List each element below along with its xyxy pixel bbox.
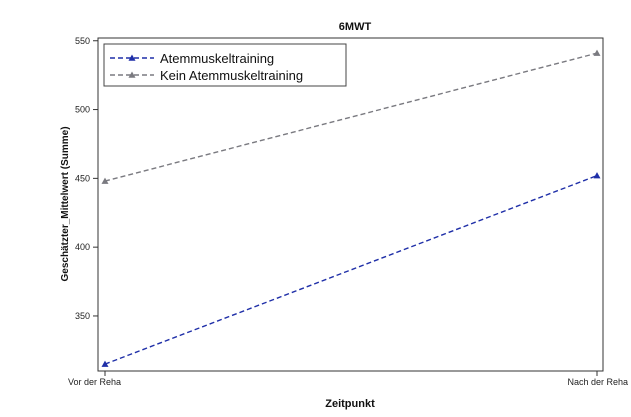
legend-marker bbox=[128, 71, 136, 78]
legend-frame bbox=[103, 43, 347, 87]
legend-label: Atemmuskeltraining bbox=[160, 51, 274, 66]
legend-marker bbox=[128, 54, 136, 61]
legend: Atemmuskeltraining Kein Atemmuskeltrainin… bbox=[103, 43, 347, 87]
series-layer bbox=[101, 49, 601, 367]
x-tick-label: Vor der Reha bbox=[68, 377, 121, 387]
y-axis: 350 400 450 500 550 bbox=[75, 36, 98, 321]
x-axis: Vor der Reha Nach der Reha bbox=[68, 371, 628, 387]
y-axis-title: Geschätzter_Mittelwert (Summe) bbox=[60, 126, 71, 281]
legend-label: Kein Atemmuskeltraining bbox=[160, 68, 303, 83]
y-tick-label: 500 bbox=[75, 105, 90, 115]
series-line-2 bbox=[104, 52, 598, 182]
y-tick-label: 550 bbox=[75, 36, 90, 46]
chart-title: 6MWT bbox=[339, 21, 372, 33]
x-axis-title: Zeitpunkt bbox=[325, 398, 375, 410]
y-tick-label: 350 bbox=[75, 311, 90, 321]
data-point-marker bbox=[101, 177, 109, 184]
data-point-marker bbox=[593, 49, 601, 56]
data-point-marker bbox=[593, 172, 601, 179]
plot-frame bbox=[97, 37, 604, 372]
y-tick-label: 450 bbox=[75, 173, 90, 183]
y-tick-label: 400 bbox=[75, 242, 90, 252]
data-point-marker bbox=[101, 360, 109, 367]
x-tick-label: Nach der Reha bbox=[567, 377, 628, 387]
